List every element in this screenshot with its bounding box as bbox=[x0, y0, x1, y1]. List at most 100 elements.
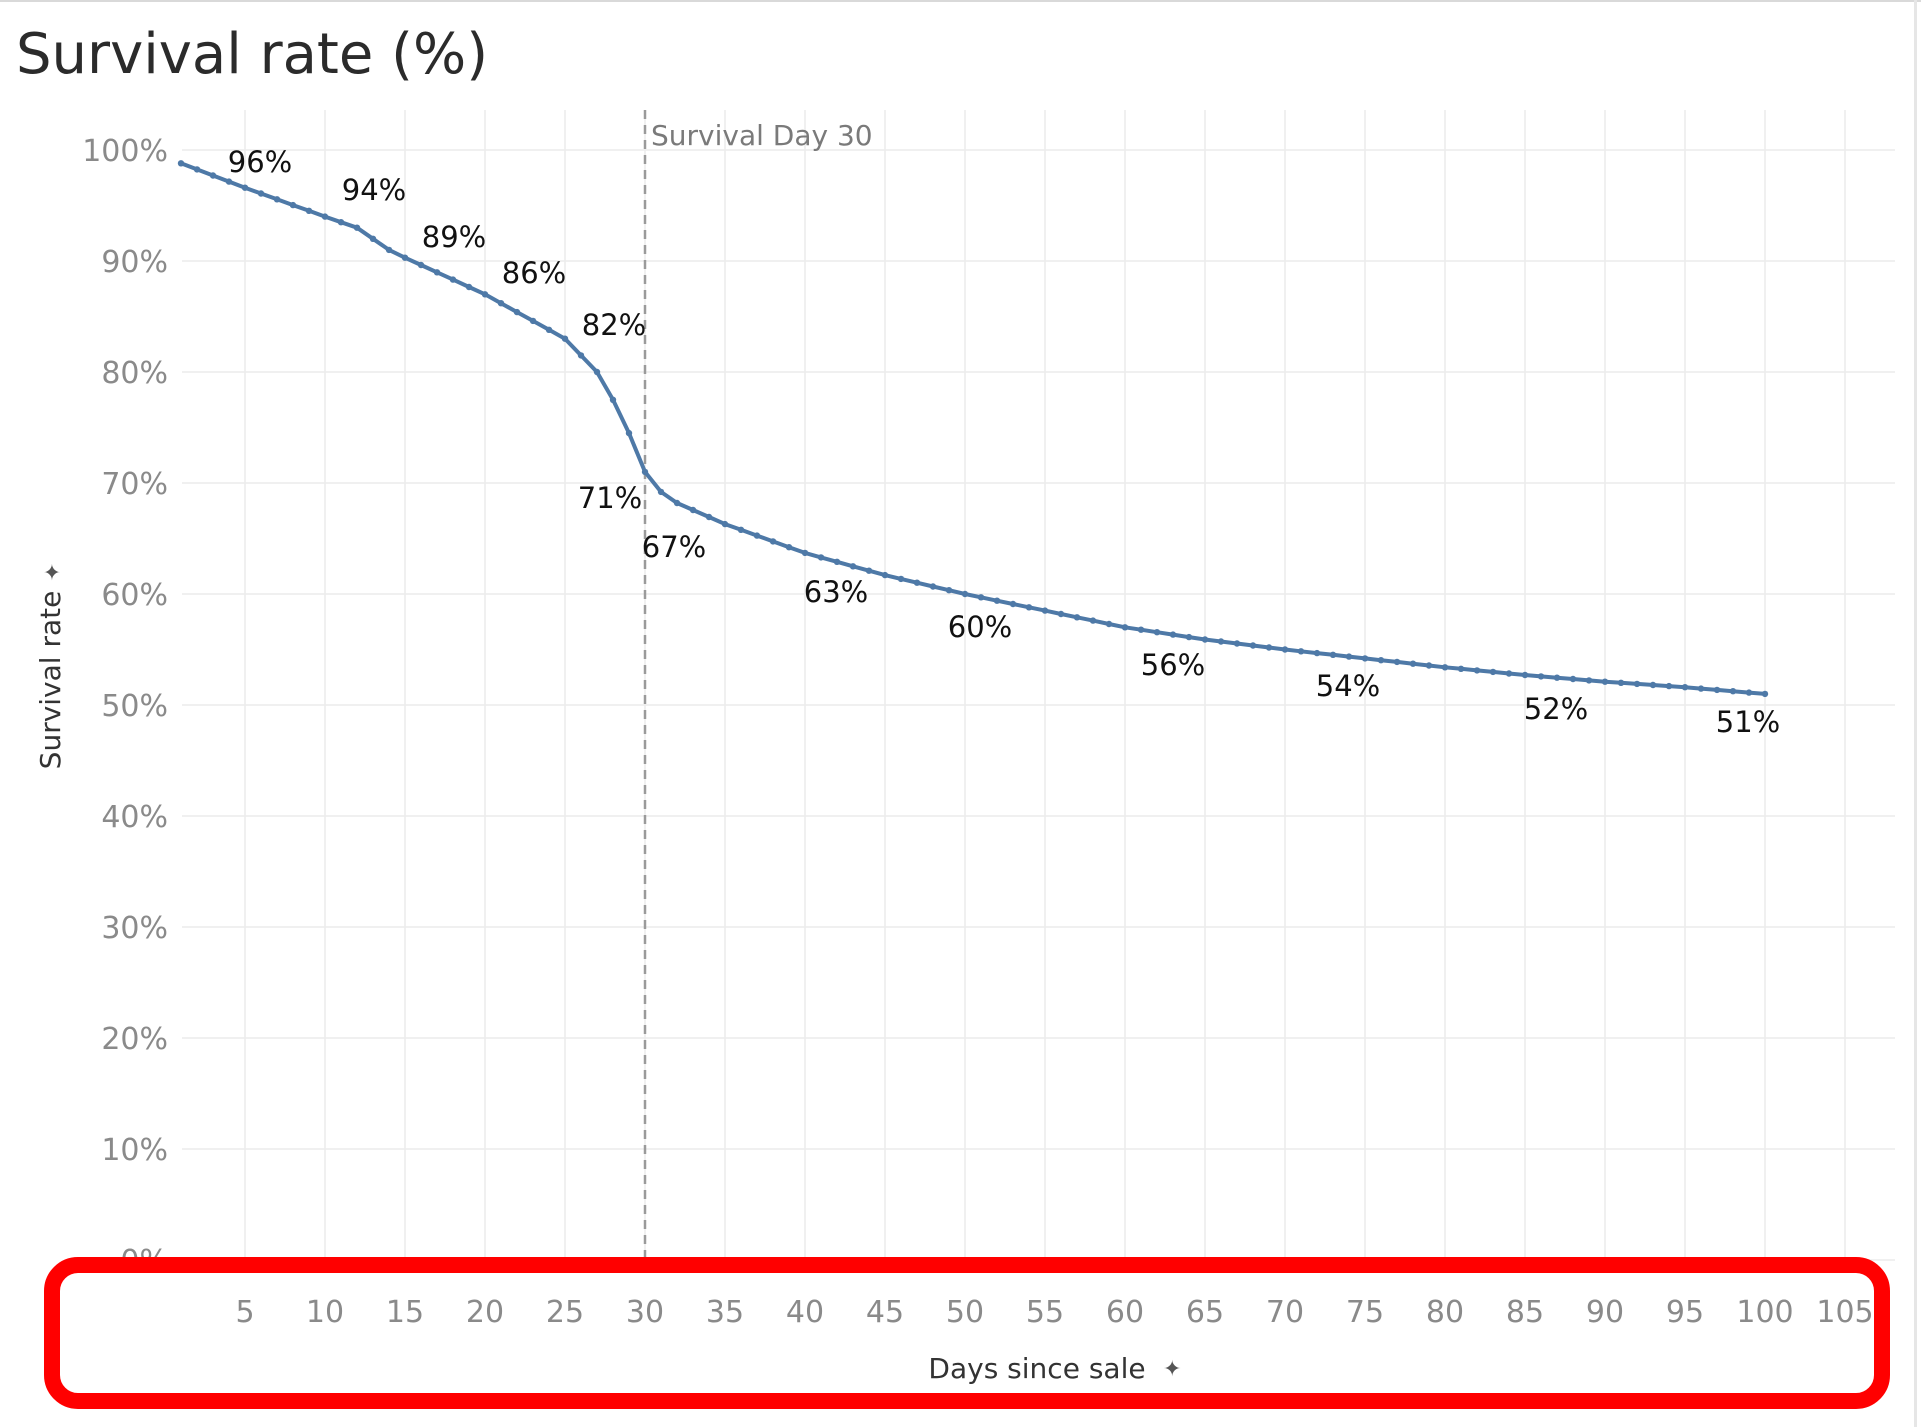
data-label: 56% bbox=[1141, 648, 1205, 682]
y-axis-pin-icon[interactable]: ✦ bbox=[41, 563, 66, 581]
data-point bbox=[369, 235, 377, 242]
data-point bbox=[849, 563, 857, 570]
x-tick-label: 70 bbox=[1266, 1295, 1304, 1330]
data-point bbox=[929, 583, 937, 590]
data-label: 67% bbox=[642, 530, 706, 564]
x-tick-label: 50 bbox=[946, 1295, 984, 1330]
data-point bbox=[337, 219, 345, 226]
data-point bbox=[449, 276, 457, 283]
x-tick-label: 100 bbox=[1736, 1295, 1793, 1330]
data-point bbox=[177, 160, 185, 167]
x-tick-label: 45 bbox=[866, 1295, 904, 1330]
y-tick-label: 90% bbox=[101, 245, 168, 280]
series-group bbox=[177, 160, 1769, 698]
data-point bbox=[1665, 682, 1673, 690]
data-point bbox=[785, 544, 793, 551]
data-point bbox=[1137, 626, 1145, 633]
x-axis-ticks: 5 10 15 20 25 30 35 40 45 50 55 60 65 70 75 80 85 90 95 100… bbox=[235, 1295, 1873, 1330]
data-point bbox=[1489, 668, 1497, 676]
data-point bbox=[401, 254, 409, 261]
data-point bbox=[577, 352, 585, 359]
data-point bbox=[1105, 620, 1113, 628]
data-point bbox=[689, 506, 697, 514]
y-tick-label: 60% bbox=[101, 578, 168, 613]
data-point bbox=[1633, 680, 1641, 688]
data-label: 54% bbox=[1316, 669, 1380, 703]
data-point bbox=[1729, 688, 1737, 695]
data-point bbox=[481, 291, 489, 298]
data-point bbox=[1601, 678, 1609, 685]
data-point bbox=[1185, 633, 1193, 641]
data-point bbox=[625, 429, 633, 437]
data-point bbox=[1617, 679, 1625, 686]
data-point bbox=[321, 213, 329, 220]
y-tick-label: 80% bbox=[101, 356, 168, 391]
data-point bbox=[1121, 624, 1129, 631]
x-axis-highlight-box bbox=[44, 1257, 1890, 1409]
data-point bbox=[497, 300, 505, 307]
data-point bbox=[193, 166, 201, 173]
data-point bbox=[1585, 677, 1593, 684]
data-point bbox=[529, 317, 537, 325]
data-label: 71% bbox=[578, 481, 642, 515]
reference-line-group: Survival Day 30 bbox=[643, 110, 873, 1260]
data-point bbox=[1697, 685, 1705, 692]
data-point bbox=[705, 513, 713, 521]
y-axis-title: Survival rate bbox=[34, 591, 67, 770]
data-point bbox=[465, 283, 473, 291]
chart-title: Survival rate (%) bbox=[16, 22, 489, 87]
x-tick-label: 15 bbox=[386, 1295, 424, 1330]
data-point bbox=[417, 261, 425, 269]
data-point bbox=[657, 488, 665, 496]
y-tick-label: 30% bbox=[101, 911, 168, 946]
survival-line bbox=[179, 161, 1767, 696]
data-point bbox=[721, 520, 729, 528]
data-point bbox=[545, 326, 553, 333]
x-axis-title: Days since sale bbox=[928, 1352, 1145, 1385]
data-point bbox=[817, 554, 825, 561]
data-point bbox=[1393, 658, 1401, 666]
data-label: 51% bbox=[1716, 705, 1780, 739]
data-point bbox=[385, 246, 393, 254]
data-point bbox=[1761, 690, 1769, 698]
data-point bbox=[753, 532, 761, 539]
data-point bbox=[1329, 651, 1337, 658]
x-tick-label: 90 bbox=[1586, 1295, 1624, 1330]
data-point bbox=[353, 224, 361, 231]
x-tick-label: 85 bbox=[1506, 1295, 1544, 1330]
y-tick-label: 40% bbox=[101, 800, 168, 835]
x-tick-label: 60 bbox=[1106, 1295, 1144, 1330]
data-point bbox=[945, 587, 953, 594]
data-label: 63% bbox=[804, 575, 868, 609]
data-point bbox=[993, 597, 1001, 604]
data-point bbox=[673, 499, 681, 507]
data-point bbox=[801, 549, 809, 557]
data-label: 82% bbox=[582, 308, 646, 342]
data-point bbox=[1009, 600, 1017, 608]
data-point bbox=[257, 190, 265, 197]
data-point bbox=[609, 396, 617, 403]
data-labels: 96% 94% 89% 86% 82% 71%67% 63% 60% 56% 54% 52% 51% bbox=[228, 145, 1780, 739]
data-point bbox=[913, 579, 921, 586]
x-tick-label: 55 bbox=[1026, 1295, 1064, 1330]
data-point bbox=[865, 567, 873, 574]
data-point bbox=[289, 201, 297, 209]
data-point bbox=[1473, 667, 1481, 674]
x-tick-label: 5 bbox=[235, 1295, 254, 1330]
x-axis-pin-icon[interactable]: ✦ bbox=[1163, 1357, 1181, 1382]
data-point bbox=[977, 594, 985, 601]
data-point bbox=[209, 172, 217, 179]
data-point bbox=[1265, 644, 1273, 651]
data-point bbox=[593, 368, 601, 376]
data-point bbox=[1153, 629, 1161, 636]
data-point bbox=[273, 196, 281, 203]
data-point bbox=[1681, 684, 1689, 691]
x-tick-label: 80 bbox=[1426, 1295, 1464, 1330]
data-point bbox=[641, 468, 649, 476]
data-point bbox=[1249, 642, 1257, 649]
data-point bbox=[1361, 655, 1369, 662]
top-border bbox=[0, 0, 1921, 2]
data-point bbox=[1745, 689, 1753, 696]
data-point bbox=[1281, 646, 1289, 653]
